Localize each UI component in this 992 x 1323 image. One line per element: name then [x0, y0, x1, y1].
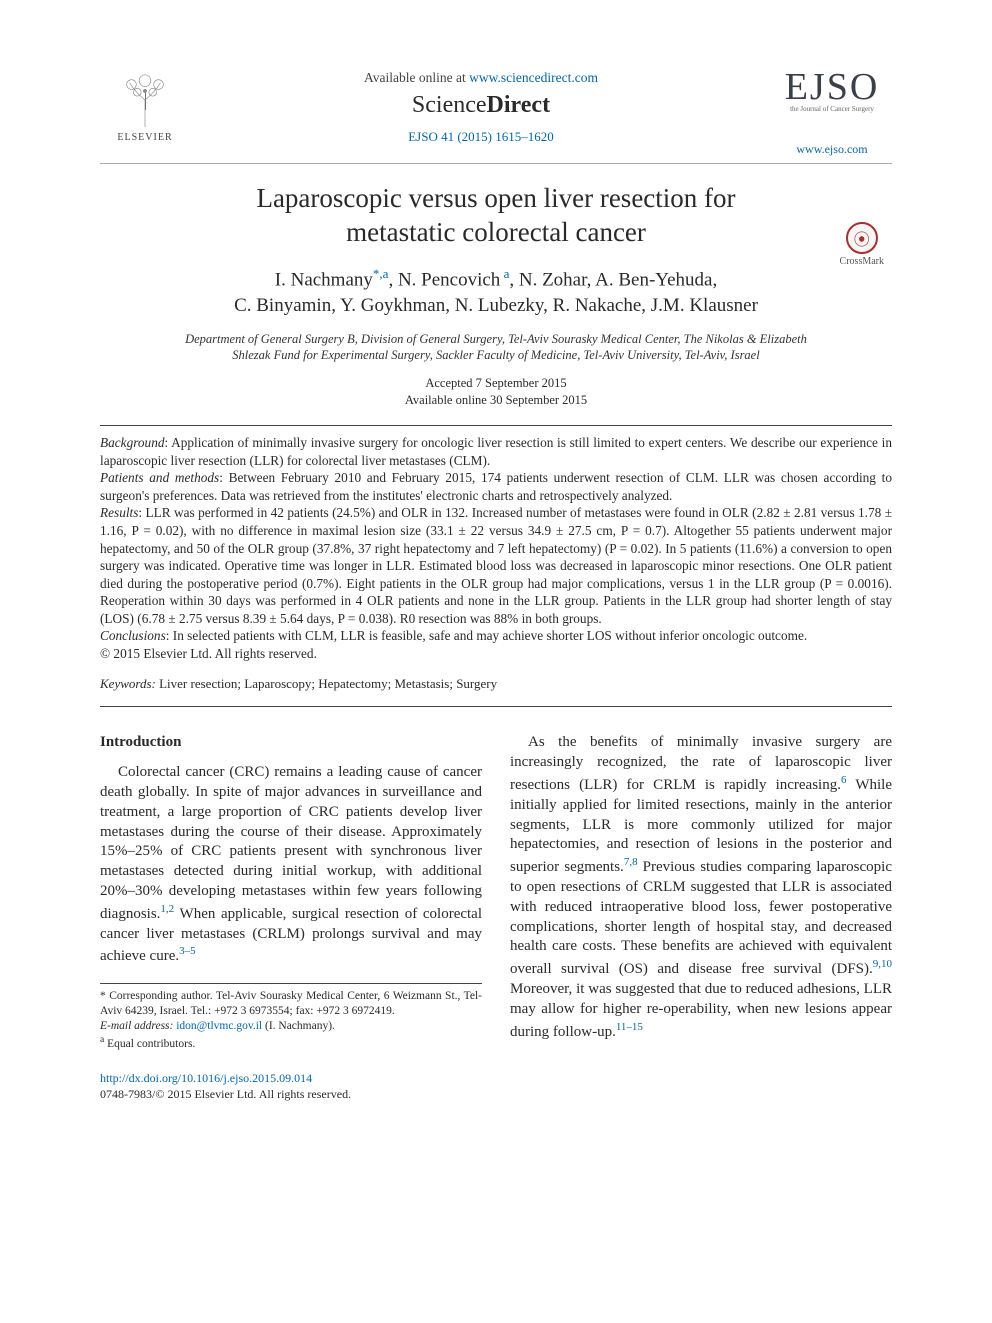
body-columns: Introduction Colorectal cancer (CRC) rem… — [100, 733, 892, 1102]
ref-1-2[interactable]: 1,2 — [160, 903, 174, 915]
ejso-url-link[interactable]: www.ejso.com — [796, 142, 867, 156]
online-date: Available online 30 September 2015 — [100, 392, 892, 409]
crossmark-icon: ⦿ — [846, 222, 878, 254]
header-rule — [100, 163, 892, 164]
abs-copyright: © 2015 Elsevier Ltd. All rights reserved… — [100, 645, 892, 663]
citation-line: EJSO 41 (2015) 1615–1620 — [190, 129, 772, 145]
footnote-email-line: E-mail address: idon@tlvmc.gov.il (I. Na… — [100, 1019, 482, 1034]
ref-11-15[interactable]: 11–15 — [616, 1021, 643, 1033]
article-title: Laparoscopic versus open liver resection… — [210, 182, 782, 250]
author-sup-corr[interactable]: *,a — [373, 266, 389, 281]
keywords-text: Liver resection; Laparoscopy; Hepatectom… — [156, 676, 497, 691]
keywords-label: Keywords: — [100, 676, 156, 691]
journal-logo-block: EJSO the Journal of Cancer Surgery www.e… — [772, 70, 892, 157]
c2-c: Previous studies comparing laparoscopic … — [510, 859, 892, 977]
author-sup-a[interactable]: a — [500, 266, 509, 281]
abs-res-text: : LLR was performed in 42 patients (24.5… — [100, 505, 892, 625]
abs-res-label: Results — [100, 505, 138, 520]
sd-science: Science — [412, 92, 487, 118]
affiliation: Department of General Surgery B, Divisio… — [170, 331, 822, 364]
intro-heading: Introduction — [100, 733, 482, 753]
authors-line2: C. Binyamin, Y. Goykhman, N. Lubezky, R.… — [234, 295, 758, 316]
elsevier-label: ELSEVIER — [100, 132, 190, 143]
sciencedirect-logo: ScienceDirect — [190, 92, 772, 119]
ref-7-8[interactable]: 7,8 — [624, 856, 638, 868]
email-link[interactable]: idon@tlvmc.gov.il — [173, 1020, 262, 1032]
abstract-block: Background: Application of minimally inv… — [100, 434, 892, 662]
abstract-top-rule — [100, 425, 892, 426]
page-header: ELSEVIER Available online at www.science… — [100, 70, 892, 157]
intro-para-1: Colorectal cancer (CRC) remains a leadin… — [100, 763, 482, 967]
column-right: As the benefits of minimally invasive su… — [510, 733, 892, 1102]
dates-block: Accepted 7 September 2015 Available onli… — [100, 375, 892, 409]
ref-3-5[interactable]: 3–5 — [179, 945, 196, 957]
doi-link[interactable]: http://dx.doi.org/10.1016/j.ejso.2015.09… — [100, 1071, 312, 1085]
citation-link[interactable]: EJSO 41 (2015) 1615–1620 — [408, 129, 554, 144]
crossmark-badge[interactable]: ⦿ CrossMark — [840, 222, 884, 267]
email-who: (I. Nachmany). — [262, 1020, 335, 1032]
sd-direct: Direct — [487, 92, 551, 118]
abstract-bottom-rule — [100, 706, 892, 707]
crossmark-label: CrossMark — [840, 256, 884, 267]
doi-copyright: 0748-7983/© 2015 Elsevier Ltd. All right… — [100, 1087, 351, 1101]
abs-pm-label: Patients and methods — [100, 470, 219, 485]
elsevier-tree-icon — [115, 70, 175, 130]
authors-rest-line1: , N. Zohar, A. Ben-Yehuda, — [509, 270, 717, 291]
abs-pm-text: : Between February 2010 and February 201… — [100, 470, 892, 503]
sciencedirect-url-link[interactable]: www.sciencedirect.com — [469, 70, 598, 85]
doi-block: http://dx.doi.org/10.1016/j.ejso.2015.09… — [100, 1070, 482, 1102]
footnote-equal: a a Equal contributors.Equal contributor… — [100, 1034, 482, 1052]
c2-a: As the benefits of minimally invasive su… — [510, 734, 892, 793]
abs-con-text: : In selected patients with CLM, LLR is … — [166, 628, 807, 643]
keywords-line: Keywords: Liver resection; Laparoscopy; … — [100, 676, 892, 692]
authors-block: I. Nachmany*,a, N. Pencovich a, N. Zohar… — [160, 265, 832, 319]
ejso-link-wrap: www.ejso.com — [772, 142, 892, 157]
ref-9-10[interactable]: 9,10 — [873, 958, 892, 970]
abs-bg-label: Background — [100, 435, 165, 450]
author-pencovich: , N. Pencovich — [388, 270, 500, 291]
header-center: Available online at www.sciencedirect.co… — [190, 70, 772, 145]
column-left: Introduction Colorectal cancer (CRC) rem… — [100, 733, 482, 1102]
email-label: E-mail address: — [100, 1020, 173, 1032]
c2-d: Moreover, it was suggested that due to r… — [510, 981, 892, 1040]
accepted-date: Accepted 7 September 2015 — [100, 375, 892, 392]
intro-p1a: Colorectal cancer (CRC) remains a leadin… — [100, 764, 482, 922]
abs-bg-text: : Application of minimally invasive surg… — [100, 435, 892, 468]
col2-para-1: As the benefits of minimally invasive su… — [510, 733, 892, 1042]
abs-con-label: Conclusions — [100, 628, 166, 643]
elsevier-logo-block: ELSEVIER — [100, 70, 190, 143]
available-online-line: Available online at www.sciencedirect.co… — [190, 70, 772, 86]
footnotes-block: * Corresponding author. Tel-Aviv Sourask… — [100, 983, 482, 1052]
footnote-corresponding: * Corresponding author. Tel-Aviv Sourask… — [100, 989, 482, 1019]
author-nachmany: I. Nachmany — [275, 270, 373, 291]
available-prefix: Available online at — [364, 70, 469, 85]
ejso-logo: EJSO — [772, 70, 892, 104]
